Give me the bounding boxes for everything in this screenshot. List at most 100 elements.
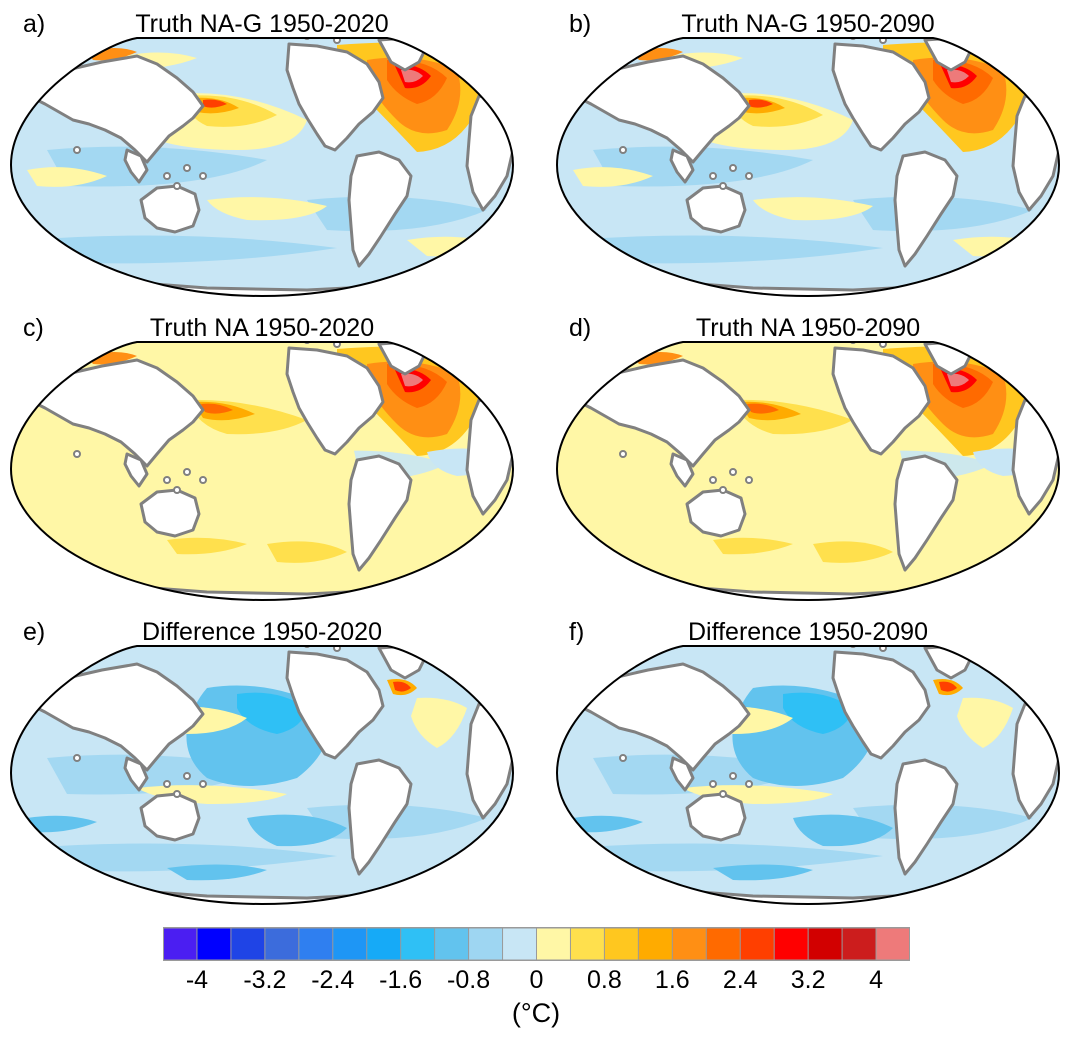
colorbar-swatch <box>671 927 708 961</box>
island <box>719 182 727 190</box>
anomaly-band <box>27 843 337 872</box>
anomaly-contour <box>573 167 653 187</box>
anomaly-contour <box>753 197 873 221</box>
colorbar-swatch <box>468 927 504 961</box>
colorbar-swatch <box>705 927 742 961</box>
colorbar-tick-label: 0.8 <box>587 966 622 994</box>
land-mass <box>685 184 747 234</box>
panel-title: Difference 1950-2020 <box>142 618 382 646</box>
land-mass <box>669 756 695 792</box>
island <box>619 450 627 458</box>
island <box>199 780 207 788</box>
panel-b: b) Truth NA-G 1950-2090 <box>553 0 1063 300</box>
map-outline <box>9 645 515 906</box>
anomaly-contour <box>27 815 97 833</box>
land-mass <box>285 42 385 152</box>
panel-a: a) Truth NA-G 1950-2020 <box>7 0 517 300</box>
land-mass <box>347 758 413 876</box>
colorbar-tick-label: 3.2 <box>790 966 826 994</box>
colorbar-tick-label: 4 <box>869 966 883 994</box>
map-e <box>9 645 515 906</box>
island <box>619 146 627 154</box>
island <box>163 172 171 180</box>
island <box>745 476 753 484</box>
anomaly-contour <box>947 373 969 387</box>
map-d <box>555 341 1061 602</box>
island <box>729 468 737 476</box>
land-mass <box>575 54 751 164</box>
anomaly-contour <box>573 488 880 586</box>
land-mass <box>29 662 205 772</box>
colorbar-swatch <box>603 927 640 961</box>
anomaly-band <box>573 235 883 264</box>
panel-c: c) Truth NA 1950-2020 <box>7 304 517 604</box>
land-mass <box>123 756 149 792</box>
island <box>199 476 207 484</box>
land-mass <box>575 662 751 772</box>
land-mass <box>831 42 931 152</box>
land-mass <box>29 54 205 164</box>
anomaly-contour <box>237 692 307 734</box>
island <box>73 754 81 762</box>
island <box>619 754 627 762</box>
map-outline <box>555 645 1061 906</box>
anomaly-band <box>573 843 883 872</box>
island <box>173 486 181 494</box>
anomaly-contour <box>749 99 773 108</box>
island <box>719 790 727 798</box>
anomaly-contour <box>27 488 334 586</box>
island <box>183 468 191 476</box>
panel-title: Difference 1950-2090 <box>688 618 928 646</box>
map-outline <box>9 37 515 298</box>
land-mass <box>29 358 205 468</box>
anomaly-contour <box>793 814 893 847</box>
island <box>173 182 181 190</box>
anomaly-contour <box>957 697 1013 748</box>
panel-label: a) <box>23 10 46 38</box>
island <box>729 164 737 172</box>
colorbar <box>163 927 910 961</box>
colorbar-tick-label: 1.6 <box>654 966 690 994</box>
panel-label: d) <box>569 314 592 342</box>
land-mass <box>347 454 413 572</box>
colorbar-swatch <box>773 927 809 961</box>
anomaly-contour <box>713 864 813 881</box>
colorbar-units: (°C) <box>511 998 561 1028</box>
panel-label: b) <box>569 10 592 38</box>
anomaly-band <box>27 235 337 264</box>
land-mass <box>139 488 201 538</box>
island <box>719 486 727 494</box>
land-mass <box>285 346 385 456</box>
anomaly-contour <box>393 681 411 692</box>
land-mass <box>347 150 413 268</box>
colorbar-tick-label: -4 <box>185 966 209 994</box>
island <box>183 164 191 172</box>
land-mass <box>685 488 747 538</box>
island <box>199 172 207 180</box>
anomaly-contour <box>27 167 107 187</box>
colorbar-swatch <box>298 927 334 961</box>
anomaly-contour <box>783 692 853 734</box>
island <box>709 476 717 484</box>
anomaly-contour <box>401 373 423 387</box>
anomaly-contour <box>713 537 793 555</box>
colorbar-swatch <box>434 927 470 961</box>
colorbar-tick-label: -0.8 <box>447 966 491 994</box>
colorbar-swatch <box>196 927 232 961</box>
anomaly-contour <box>201 403 233 414</box>
land-mass <box>139 184 201 234</box>
panel-label: c) <box>23 314 44 342</box>
land-mass <box>893 758 959 876</box>
island <box>163 780 171 788</box>
colorbar-swatch <box>536 927 572 961</box>
island <box>729 772 737 780</box>
island <box>709 172 717 180</box>
island <box>745 780 753 788</box>
colorbar-swatch <box>332 927 368 961</box>
map-outline <box>555 341 1061 602</box>
land-mass <box>669 148 695 184</box>
island <box>183 772 191 780</box>
colorbar-swatch <box>569 927 606 961</box>
anomaly-contour <box>939 681 957 692</box>
panel-e: e) Difference 1950-2020 <box>7 608 517 908</box>
